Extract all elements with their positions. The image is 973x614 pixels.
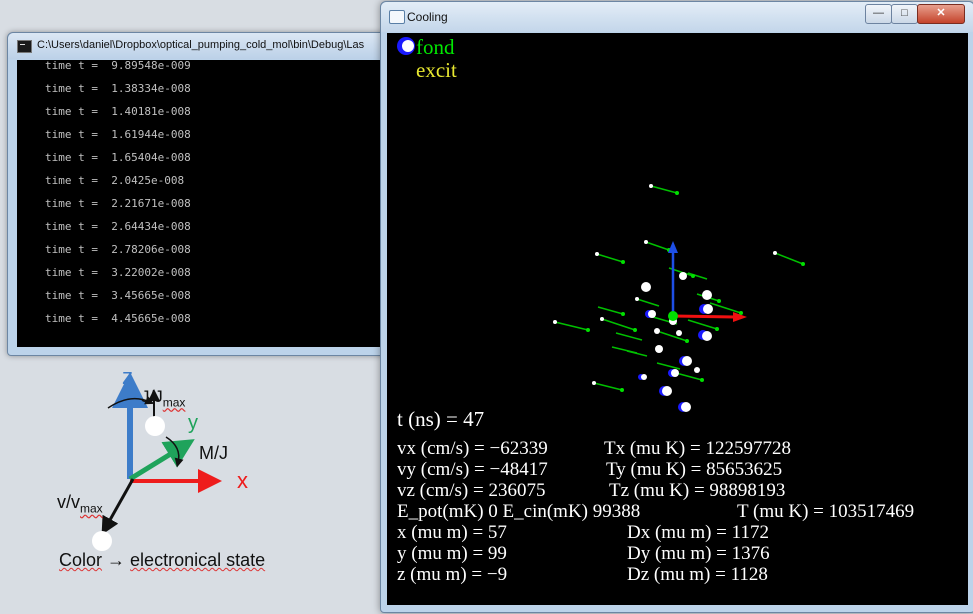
stat-tx: Tx (mu K) = 122597728 xyxy=(604,438,791,459)
stat-dy: Dy (mu m) = 1376 xyxy=(627,543,770,564)
console-line: time t = 9.89548e-009 xyxy=(45,60,191,72)
particle-white xyxy=(92,531,112,551)
console-titlebar[interactable]: C:\Users\daniel\Dropbox\optical_pumping_… xyxy=(8,33,408,59)
y-axis-label: y xyxy=(188,412,198,434)
stat-y: y (mu m) = 99 xyxy=(397,543,507,564)
stat-tz: Tz (mu K) = 98898193 xyxy=(609,480,786,501)
simulation-canvas[interactable]: fond excit t (ns) = 47 vx (cm/s) = −6233… xyxy=(387,33,968,605)
projection-arc xyxy=(165,436,184,468)
console-line: time t = 3.22002e-008 xyxy=(45,266,191,279)
stat-vz: vz (cm/s) = 236075 xyxy=(397,480,546,501)
y-axis-arrow xyxy=(128,439,195,482)
stat-temperature: T (mu K) = 103517469 xyxy=(737,501,915,522)
velocity-label: v/vmax xyxy=(57,492,103,516)
console-line: time t = 4.45665e-008 xyxy=(45,312,191,325)
console-window: C:\Users\daniel\Dropbox\optical_pumping_… xyxy=(7,32,409,356)
console-icon xyxy=(17,40,32,53)
particle-white xyxy=(145,416,165,436)
maximize-button[interactable]: □ xyxy=(891,4,918,24)
console-line: time t = 1.40181e-008 xyxy=(45,105,191,118)
stat-dx: Dx (mu m) = 1172 xyxy=(627,522,769,543)
stat-x: x (mu m) = 57 xyxy=(397,522,507,543)
spin-label: J/Jmax xyxy=(141,387,186,410)
stat-vx: vx (cm/s) = −62339 xyxy=(397,438,548,459)
console-title: C:\Users\daniel\Dropbox\optical_pumping_… xyxy=(37,39,365,51)
console-output: time t = 9.89548e-009 time t = 1.38334e-… xyxy=(17,60,402,347)
molecule-heads xyxy=(553,184,777,385)
time-readout: t (ns) = 47 xyxy=(397,407,485,431)
close-button[interactable]: ✕ xyxy=(917,4,965,24)
axes-legend: z J/Jmax y M/J x v/vmax Color → electron… xyxy=(0,355,380,614)
stat-dz: Dz (mu m) = 1128 xyxy=(627,564,768,585)
window-icon xyxy=(389,10,405,24)
legend-dot-core xyxy=(402,40,414,52)
velocity-arrow xyxy=(101,478,135,535)
z-axis-label: z xyxy=(122,364,133,389)
legend-fond: fond xyxy=(416,35,455,59)
scene-x-axis xyxy=(672,314,736,319)
console-line: time t = 2.0425e-008 xyxy=(45,174,185,187)
console-line: time t = 2.78206e-008 xyxy=(45,243,191,256)
spin-rotation-arc xyxy=(107,396,155,409)
console-line: time t = 3.45665e-008 xyxy=(45,289,191,302)
stat-vy: vy (cm/s) = −48417 xyxy=(397,459,548,480)
window-title: Cooling xyxy=(407,10,448,24)
console-line: time t = 1.61944e-008 xyxy=(45,128,191,141)
excited-molecules xyxy=(638,272,713,412)
cooling-window: Cooling — □ ✕ xyxy=(380,1,973,613)
axes-legend-drawing xyxy=(92,372,222,551)
x-axis-label: x xyxy=(237,468,248,493)
scene-x-arrowhead xyxy=(733,312,747,322)
minimize-button[interactable]: — xyxy=(865,4,892,24)
console-line: time t = 2.21671e-008 xyxy=(45,197,191,210)
cooling-titlebar[interactable]: Cooling — □ ✕ xyxy=(381,2,973,32)
console-line: time t = 1.38334e-008 xyxy=(45,82,191,95)
color-state-caption: Color → electronical state xyxy=(59,550,266,570)
scene-z-arrowhead xyxy=(668,241,678,253)
particle-scene xyxy=(397,37,805,412)
legend-excit: excit xyxy=(416,58,457,82)
console-line: time t = 2.64434e-008 xyxy=(45,220,191,233)
projection-label: M/J xyxy=(199,443,228,463)
stat-energy: E_pot(mK) 0 E_cin(mK) 99388 xyxy=(397,501,641,522)
stat-z: z (mu m) = −9 xyxy=(397,564,508,585)
molecule-trails xyxy=(554,185,804,391)
scene-origin xyxy=(668,311,678,321)
console-line: time t = 1.65404e-008 xyxy=(45,151,191,164)
stat-ty: Ty (mu K) = 85653625 xyxy=(606,459,783,480)
molecule-dots xyxy=(586,191,805,392)
